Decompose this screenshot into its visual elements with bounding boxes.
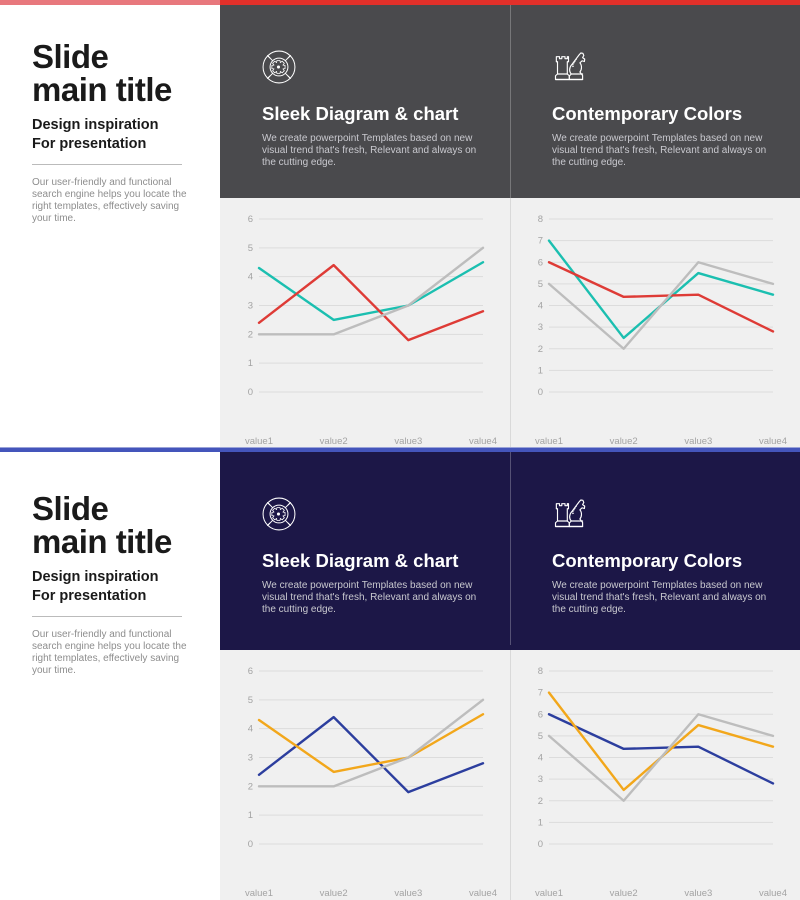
svg-text:value4: value4 xyxy=(759,436,787,447)
svg-text:1: 1 xyxy=(538,365,543,376)
svg-text:4: 4 xyxy=(248,724,253,735)
svg-text:value3: value3 xyxy=(684,888,712,899)
svg-text:value3: value3 xyxy=(394,436,422,447)
svg-text:2: 2 xyxy=(248,781,253,792)
svg-text:value2: value2 xyxy=(610,888,638,899)
svg-text:6: 6 xyxy=(248,666,253,677)
svg-text:0: 0 xyxy=(248,839,253,850)
svg-text:7: 7 xyxy=(538,688,543,699)
svg-text:2: 2 xyxy=(248,329,253,340)
svg-text:0: 0 xyxy=(538,839,543,850)
svg-text:value4: value4 xyxy=(469,436,497,447)
svg-text:value4: value4 xyxy=(469,888,497,899)
svg-text:value3: value3 xyxy=(394,888,422,899)
svg-text:4: 4 xyxy=(538,753,543,764)
svg-text:4: 4 xyxy=(538,301,543,312)
svg-text:1: 1 xyxy=(248,358,253,369)
svg-text:3: 3 xyxy=(538,322,543,333)
svg-text:value2: value2 xyxy=(610,436,638,447)
svg-text:value2: value2 xyxy=(320,888,348,899)
svg-text:8: 8 xyxy=(538,666,543,677)
svg-text:4: 4 xyxy=(248,272,253,283)
svg-text:2: 2 xyxy=(538,796,543,807)
svg-text:5: 5 xyxy=(538,731,543,742)
svg-text:5: 5 xyxy=(538,279,543,290)
svg-text:5: 5 xyxy=(248,695,253,706)
svg-text:0: 0 xyxy=(248,387,253,398)
svg-text:value4: value4 xyxy=(759,888,787,899)
svg-text:6: 6 xyxy=(538,709,543,720)
svg-text:6: 6 xyxy=(538,257,543,268)
svg-text:value2: value2 xyxy=(320,436,348,447)
svg-text:1: 1 xyxy=(538,817,543,828)
svg-text:3: 3 xyxy=(248,753,253,764)
svg-text:5: 5 xyxy=(248,243,253,254)
svg-text:3: 3 xyxy=(248,301,253,312)
svg-text:0: 0 xyxy=(538,387,543,398)
svg-text:8: 8 xyxy=(538,214,543,225)
svg-text:7: 7 xyxy=(538,236,543,247)
svg-text:6: 6 xyxy=(248,214,253,225)
svg-text:2: 2 xyxy=(538,344,543,355)
svg-text:value1: value1 xyxy=(535,888,563,899)
svg-text:3: 3 xyxy=(538,774,543,785)
svg-text:1: 1 xyxy=(248,810,253,821)
svg-text:value1: value1 xyxy=(245,436,273,447)
svg-text:value1: value1 xyxy=(535,436,563,447)
svg-text:value3: value3 xyxy=(684,436,712,447)
svg-text:value1: value1 xyxy=(245,888,273,899)
